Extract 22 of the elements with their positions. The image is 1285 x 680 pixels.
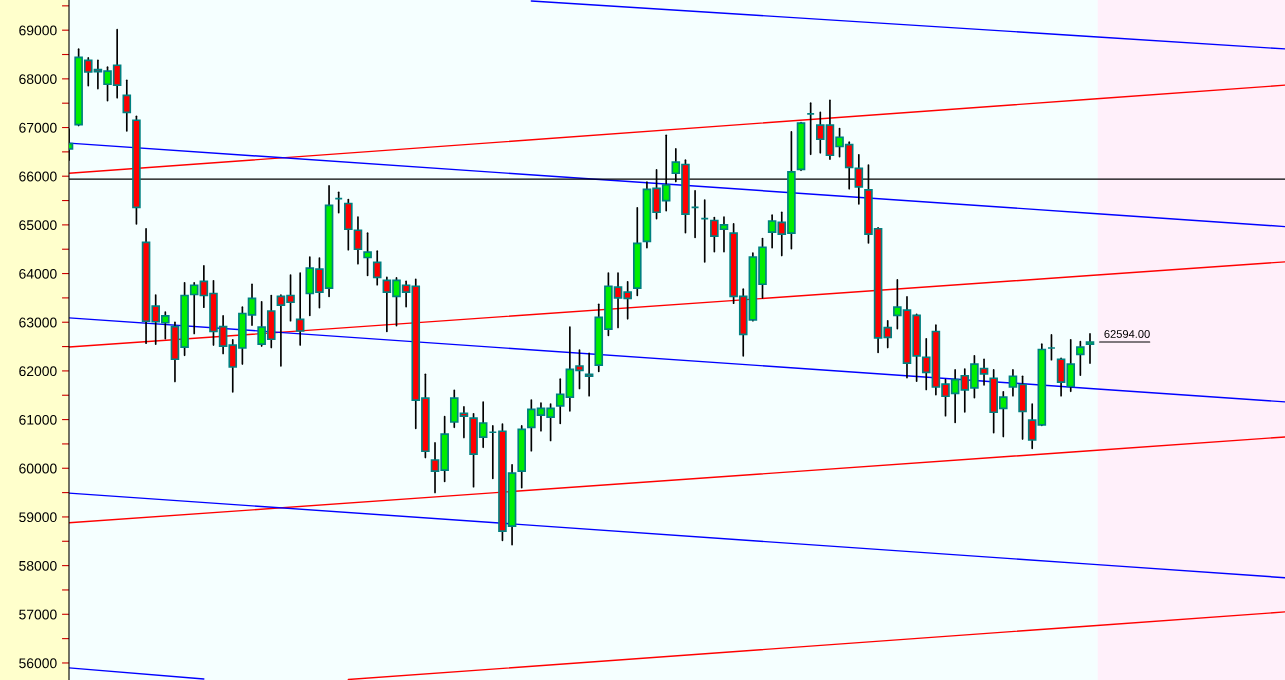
candlestick: [122, 79, 132, 132]
y-tick-label: 65000: [19, 220, 57, 231]
y-tick-label: 57000: [19, 609, 57, 620]
y-tick-label: 58000: [19, 560, 57, 571]
text: 62594.00: [1104, 330, 1150, 338]
candlestick: [372, 250, 382, 286]
y-tick-label: 63000: [19, 317, 57, 328]
candlestick: [1076, 340, 1085, 377]
candlestick: [363, 232, 372, 277]
y-tick-label: 56000: [19, 658, 57, 669]
candlestick: [584, 352, 594, 397]
candlestick: [1085, 333, 1095, 364]
y-tick-label: 64000: [19, 268, 57, 279]
y-tick-label: 59000: [19, 512, 57, 523]
y-tick-label: 67000: [19, 122, 57, 133]
y-tick-label: 61000: [19, 414, 57, 425]
candlestick: [1027, 403, 1037, 450]
y-tick-label: 69000: [19, 25, 57, 36]
y-tick-label: 60000: [19, 463, 57, 474]
y-tick-label: 62000: [19, 366, 57, 377]
y-tick-label: 68000: [19, 74, 57, 85]
y-tick-label: 66000: [19, 171, 57, 182]
